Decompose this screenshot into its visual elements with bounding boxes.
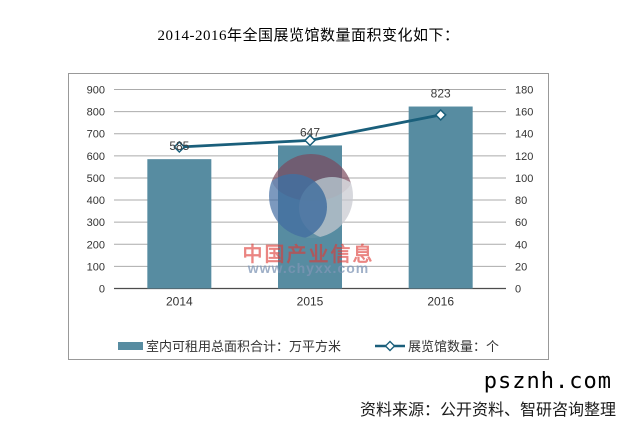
left-axis-tick: 400 [87,195,105,207]
x-category-label: 2014 [166,295,193,309]
left-axis-tick: 0 [99,284,105,296]
legend: 室内可租用总面积合计：万平方米 展览馆数量：个 [69,336,548,355]
x-category-label: 2016 [427,295,454,309]
chart-title: 2014-2016年全国展览馆数量面积变化如下： [157,28,460,44]
left-axis-tick: 700 [87,129,105,141]
x-category-label: 2015 [297,295,324,309]
right-axis-tick: 160 [515,107,533,119]
right-axis-tick: 0 [515,284,521,296]
right-axis-tick: 20 [515,261,527,273]
right-axis-tick: 140 [515,129,533,141]
left-axis-tick: 800 [87,107,105,119]
bar-2014 [147,159,212,289]
left-axis-tick: 300 [87,217,105,229]
right-axis-tick: 100 [515,173,533,185]
legend-item-line: 展览馆数量：个 [375,336,499,355]
diamond-marker-2016 [434,108,447,121]
domain-watermark-text: psznh.com [483,369,612,394]
bar-value-label: 823 [431,87,451,101]
left-axis-tick: 500 [87,173,105,185]
bar-series-swatch-icon [117,341,143,350]
left-axis-tick: 600 [87,151,105,163]
watermark-brand-text: 中国产业信息 [242,244,375,266]
right-axis-tick: 180 [515,85,533,97]
legend-label-line: 展览馆数量：个 [408,339,500,354]
left-axis-tick: 200 [87,239,105,251]
bar-2016 [408,106,473,289]
bar-value-label: 647 [300,125,320,139]
bar-value-label: 585 [169,139,189,153]
watermark-url-text: www.chyxx.com [247,260,370,276]
diamond-marker-2014 [173,140,186,154]
legend-label-bar: 室内可租用总面积合计：万平方米 [145,339,341,354]
right-axis-tick: 80 [515,195,527,207]
right-axis-tick: 40 [515,239,527,251]
left-axis-tick: 100 [87,261,105,273]
right-axis-tick: 60 [515,217,527,229]
source-note: 资料来源：公开资料、智研咨询整理 [359,402,616,419]
chyxx-logo-watermark-icon [269,154,353,238]
right-axis-tick: 120 [515,151,533,163]
line-series-symbol-icon [375,340,405,351]
left-axis-tick: 900 [87,85,105,97]
legend-item-bar: 室内可租用总面积合计：万平方米 [117,336,341,355]
diamond-marker-2015 [303,134,317,147]
